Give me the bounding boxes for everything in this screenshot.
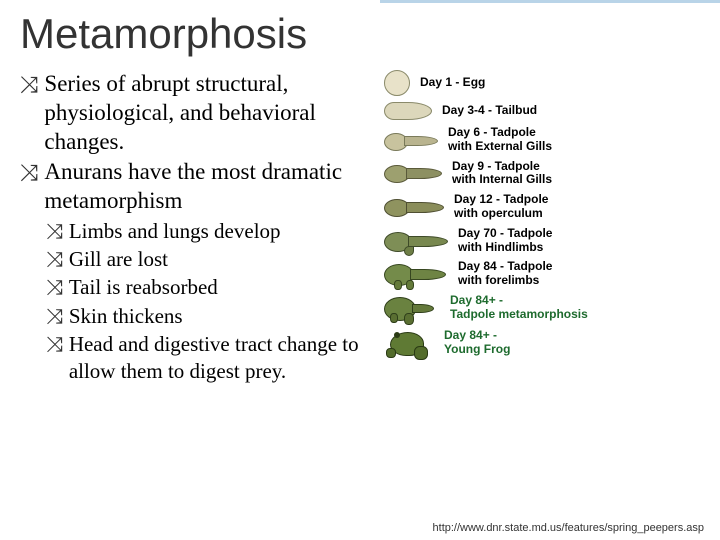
bullet-item: ⤨ Anurans have the most dramatic metamor… [20,158,374,216]
stage-label: Day 1 - Egg [420,76,485,90]
slide: Metamorphosis ⤨ Series of abrupt structu… [0,0,720,540]
tadpole-op-icon [384,197,444,217]
stage-tadpole-external-gills: Day 6 - Tadpolewith External Gills [384,126,700,154]
source-url: http://www.dnr.state.md.us/features/spri… [433,522,704,534]
text-column: ⤨ Series of abrupt structural, physiolog… [20,70,380,387]
bullet-text: Tail is reabsorbed [69,274,218,301]
bullet-glyph: ⤨ [20,158,38,187]
tadpole-ext-icon [384,130,438,150]
stage-young-frog: Day 84+ -Young Frog [384,328,700,358]
stage-label: Day 84 - Tadpolewith forelimbs [458,260,552,288]
stage-label: Day 12 - Tadpolewith operculum [454,193,548,221]
stage-label: Day 9 - Tadpolewith Internal Gills [452,160,552,188]
stage-label: Day 84+ -Tadpole metamorphosis [450,294,588,322]
sub-bullet-item: ⤨ Head and digestive tract change to all… [46,331,374,386]
egg-icon [384,70,410,96]
sub-bullet-item: ⤨ Limbs and lungs develop [46,218,374,245]
sub-bullet-item: ⤨ Tail is reabsorbed [46,274,374,301]
bullet-glyph: ⤨ [46,274,63,301]
slide-title: Metamorphosis [20,12,700,56]
stage-label: Day 6 - Tadpolewith External Gills [448,126,552,154]
tadpole-fore-icon [384,262,448,286]
bullet-text: Skin thickens [69,303,183,330]
stage-tadpole-operculum: Day 12 - Tadpolewith operculum [384,193,700,221]
accent-line [380,0,720,3]
bullet-item: ⤨ Series of abrupt structural, physiolog… [20,70,374,156]
metamorphosis-icon [384,295,440,321]
bullet-glyph: ⤨ [46,218,63,245]
content-row: ⤨ Series of abrupt structural, physiolog… [20,70,700,387]
frog-icon [384,328,434,358]
bullet-text: Anurans have the most dramatic metamorph… [44,158,374,216]
tadpole-int-icon [384,163,442,183]
bullet-text: Limbs and lungs develop [69,218,281,245]
stage-tadpole-forelimbs: Day 84 - Tadpolewith forelimbs [384,260,700,288]
stage-tadpole-internal-gills: Day 9 - Tadpolewith Internal Gills [384,160,700,188]
tailbud-icon [384,102,432,120]
sub-bullet-item: ⤨ Gill are lost [46,246,374,273]
stage-label: Day 3-4 - Tailbud [442,104,537,118]
stage-tailbud: Day 3-4 - Tailbud [384,102,700,120]
stage-tadpole-hindlimbs: Day 70 - Tadpolewith Hindlimbs [384,227,700,255]
bullet-glyph: ⤨ [46,246,63,273]
bullet-text: Head and digestive tract change to allow… [69,331,374,386]
bullet-glyph: ⤨ [46,331,63,358]
bullet-text: Gill are lost [69,246,168,273]
diagram-column: Day 1 - Egg Day 3-4 - Tailbud Day 6 - Ta… [380,70,700,387]
bullet-text: Series of abrupt structural, physiologic… [44,70,374,156]
bullet-glyph: ⤨ [20,70,38,99]
bullet-glyph: ⤨ [46,303,63,330]
stage-label: Day 70 - Tadpolewith Hindlimbs [458,227,552,255]
stage-metamorphosis: Day 84+ -Tadpole metamorphosis [384,294,700,322]
sub-bullet-item: ⤨ Skin thickens [46,303,374,330]
stage-label: Day 84+ -Young Frog [444,329,510,357]
tadpole-hind-icon [384,230,448,252]
stage-egg: Day 1 - Egg [384,70,700,96]
